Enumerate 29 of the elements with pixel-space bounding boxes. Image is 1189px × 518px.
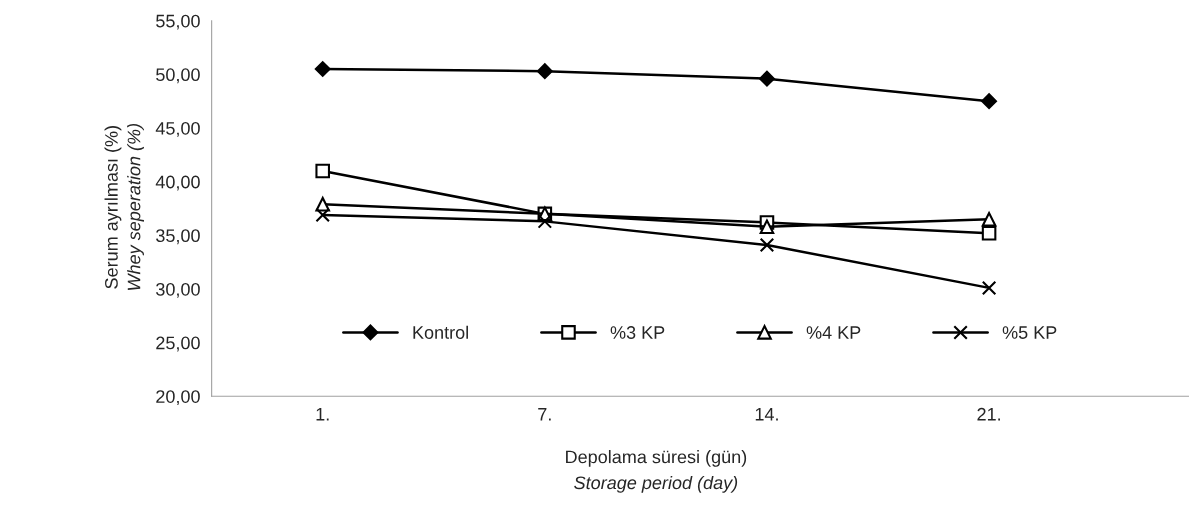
y-tick-label: 40,00 bbox=[155, 175, 200, 191]
point bbox=[759, 237, 775, 253]
point bbox=[536, 63, 553, 80]
point bbox=[759, 219, 775, 235]
y-tick-label: 20,00 bbox=[156, 390, 200, 406]
y-tick-label: 25,00 bbox=[156, 336, 200, 352]
y-tick-label: 50,00 bbox=[156, 68, 200, 84]
x-tick-label: 7. bbox=[538, 408, 551, 421]
x-tick-label: 1. bbox=[316, 408, 329, 421]
legend-label: Kontrol bbox=[413, 325, 468, 339]
point bbox=[314, 61, 331, 77]
x-tick-label: 21. bbox=[977, 407, 1000, 421]
y-tick-label: 30,00 bbox=[156, 282, 200, 298]
y-tick-label: 35,00 bbox=[156, 229, 200, 245]
legend-label: %3 KP bbox=[610, 326, 665, 339]
point bbox=[537, 214, 553, 229]
point bbox=[981, 211, 997, 227]
y-tick-label: 45,00 bbox=[155, 121, 200, 137]
y-axis-title: Serum ayrılması (%) Whey seperation (%) bbox=[104, 123, 144, 290]
x-tick-label: 14. bbox=[755, 408, 778, 421]
y-tick-label: 55,00 bbox=[156, 14, 200, 30]
point bbox=[315, 163, 330, 179]
legend-label: %5 KP bbox=[1002, 326, 1057, 339]
point bbox=[981, 93, 997, 110]
legend-label: %4 KP bbox=[806, 326, 861, 339]
point bbox=[315, 207, 330, 223]
x-axis-title: Depolama süresi (gün) Storage period (day) bbox=[566, 450, 747, 493]
point bbox=[981, 280, 997, 296]
point bbox=[759, 70, 775, 87]
